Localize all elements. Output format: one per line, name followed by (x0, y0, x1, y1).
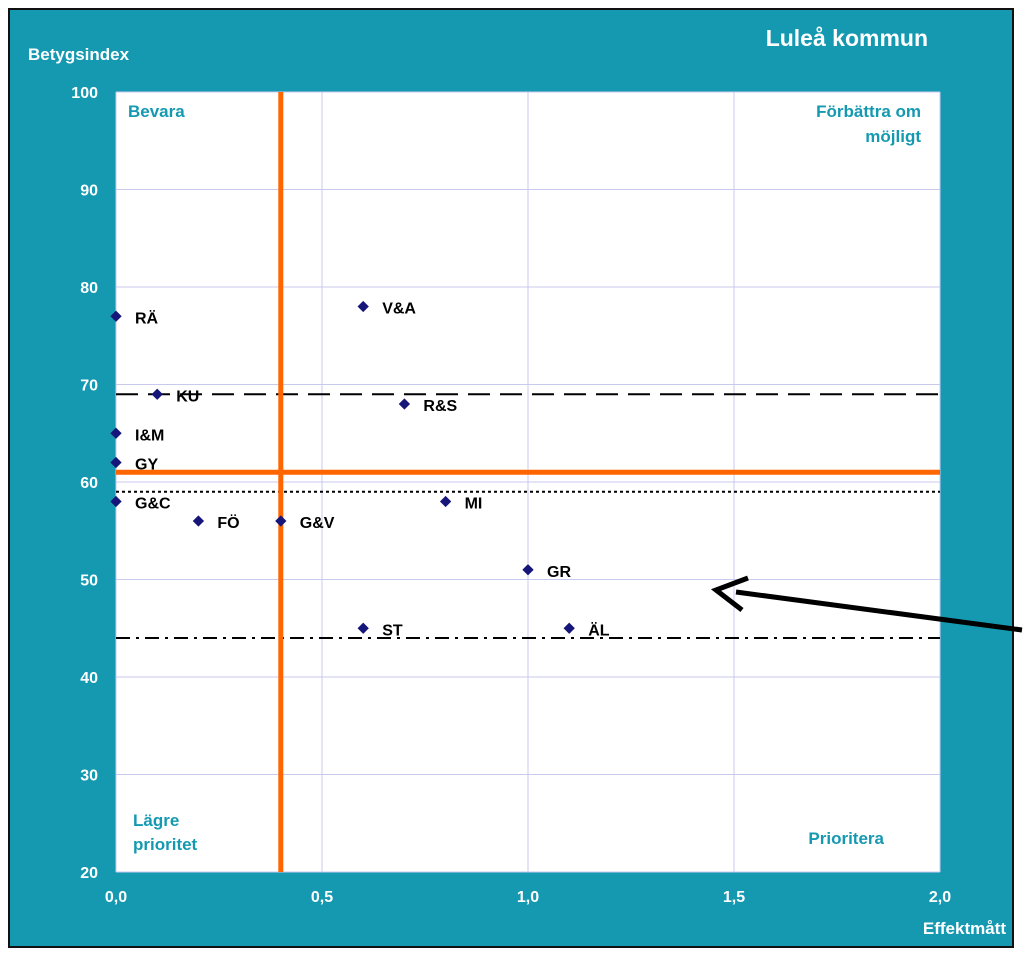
point-marker (357, 300, 369, 313)
point-marker (563, 622, 575, 634)
scatter-point: V&A (357, 300, 416, 318)
point-label: GY (135, 457, 158, 474)
x-tick-label: 0,0 (105, 889, 127, 906)
quadrant-label-line: prioritet (133, 835, 198, 854)
scatter-point: G&V (275, 515, 335, 532)
point-marker (275, 515, 287, 527)
quadrant-label-line: Lägre (133, 811, 179, 830)
quadrant-label-line: möjligt (865, 127, 921, 146)
point-label: MI (465, 496, 483, 513)
point-label: GR (547, 564, 571, 581)
point-label: RÄ (135, 309, 159, 327)
point-label: G&V (300, 515, 335, 532)
y-tick-label: 100 (71, 85, 98, 102)
x-tick-label: 1,5 (723, 889, 745, 906)
x-tick-label: 1,0 (517, 889, 539, 906)
point-label: ÄL (588, 621, 610, 639)
scatter-point: R&S (398, 398, 458, 415)
point-marker (192, 515, 205, 527)
tick-labels: 20 30 40 50 60 70 80 90 100 0,0 0,5 1,0 1,5 2,0 (71, 85, 951, 906)
chart-title: Luleå kommun (766, 25, 928, 51)
quadrant-bottom-right: Prioritera (808, 829, 884, 848)
quadrant-bottom-left: Lägre prioritet (133, 811, 198, 854)
y-tick-label: 60 (80, 475, 98, 492)
y-axis-label: Betygsindex (28, 45, 130, 64)
grid-lines (115, 91, 941, 873)
point-marker (439, 495, 452, 508)
y-tick-label: 90 (80, 183, 98, 200)
annotation-arrow (710, 575, 1023, 633)
point-marker (398, 398, 411, 410)
point-marker (522, 564, 534, 576)
y-tick-label: 30 (80, 768, 98, 785)
scatter-point: ÄL (563, 621, 610, 639)
x-tick-label: 2,0 (929, 889, 951, 906)
reference-lines (116, 92, 940, 872)
scatter-point: MI (439, 495, 483, 513)
y-tick-label: 50 (80, 573, 98, 590)
y-tick-label: 70 (80, 378, 98, 395)
quadrant-label-line: Prioritera (808, 829, 884, 848)
x-axis-label: Effektmått (923, 919, 1006, 938)
quadrant-label-line: Bevara (128, 102, 185, 121)
point-marker (151, 388, 163, 400)
point-label: ST (382, 622, 403, 639)
point-label: V&A (382, 301, 416, 318)
point-label: R&S (423, 398, 457, 415)
scatter-point: FÖ (192, 513, 240, 532)
point-label: FÖ (217, 513, 239, 532)
y-tick-label: 40 (80, 670, 98, 687)
quadrant-top-left: Bevara (128, 102, 185, 121)
point-marker (357, 622, 369, 634)
y-tick-label: 80 (80, 280, 98, 297)
data-points: RÄ V&A KU R&S I&M GY G&C MI FÖ G&V GR ST ÄL (110, 300, 610, 639)
scatter-point: ST (357, 622, 403, 639)
quadrant-label-line: Förbättra om (816, 102, 921, 121)
scatter-point: KU (151, 388, 199, 405)
scatter-point: GR (522, 564, 571, 581)
x-tick-label: 0,5 (311, 889, 333, 906)
point-label: I&M (135, 427, 164, 444)
point-label: G&C (135, 496, 171, 513)
quadrant-top-right: Förbättra om möjligt (816, 102, 921, 146)
point-label: KU (176, 388, 199, 405)
y-tick-label: 20 (80, 865, 98, 882)
